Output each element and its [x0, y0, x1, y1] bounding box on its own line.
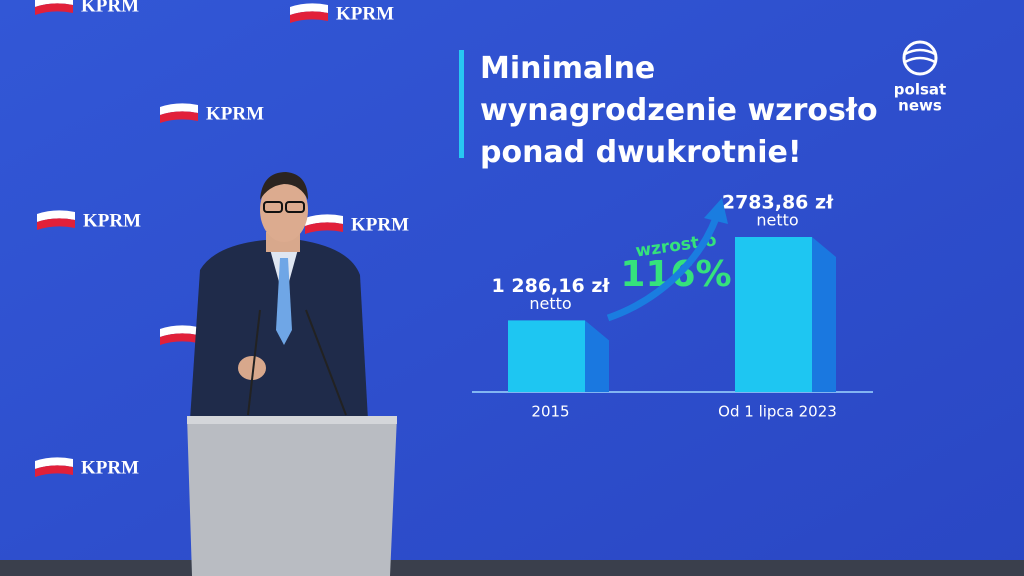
flag [290, 3, 328, 16]
bar-side [812, 237, 836, 392]
chart-title: Minimalne wynagrodzenie wzrosło ponad dw… [480, 51, 878, 170]
flag [37, 210, 75, 222]
logo-text: KPRM [81, 457, 139, 478]
x-tick-label: 2015 [531, 403, 569, 421]
value-note: netto [756, 211, 798, 230]
logo-text: KPRM [83, 210, 141, 231]
x-tick-label: Od 1 lipca 2023 [718, 403, 837, 421]
microphone [305, 309, 347, 416]
bar [508, 320, 585, 392]
glasses [263, 201, 283, 213]
value-label: 1 286,16 zł [492, 275, 611, 297]
bar-side [585, 320, 609, 392]
tie [276, 258, 292, 345]
floor [0, 560, 1024, 576]
value-note: netto [529, 294, 571, 313]
title-accent [459, 50, 464, 158]
flag [160, 111, 198, 123]
growth-arrow-head [704, 198, 728, 224]
bar [735, 237, 812, 392]
head [260, 178, 308, 242]
flag [305, 214, 343, 226]
value-label: 2783,86 zł [722, 192, 834, 214]
flag [35, 3, 73, 16]
logo-text: KPRM [206, 103, 264, 124]
flag [160, 103, 198, 115]
podium-top [187, 416, 397, 424]
logo-text: KPRM [336, 3, 394, 24]
hair [260, 172, 308, 200]
growth-arrow [606, 216, 720, 322]
logo-circle [902, 40, 938, 76]
speaker [190, 172, 368, 420]
logo-text: KPRM [81, 0, 139, 16]
hand [238, 356, 266, 380]
logo-lines [904, 48, 936, 64]
flag [290, 11, 328, 23]
microphone [247, 309, 261, 416]
logo-text: KPRM [351, 214, 409, 235]
broadcaster-name: news [898, 97, 942, 115]
broadcaster-name: polsat [894, 81, 946, 99]
glasses [285, 201, 305, 213]
flag [35, 0, 73, 7]
broadcaster-logo: polsat news [894, 40, 946, 115]
podium [187, 416, 397, 576]
flag [305, 222, 343, 234]
flag [35, 465, 73, 477]
flag [37, 218, 75, 230]
flag [160, 325, 198, 337]
flag [35, 457, 73, 469]
flag [160, 333, 198, 345]
